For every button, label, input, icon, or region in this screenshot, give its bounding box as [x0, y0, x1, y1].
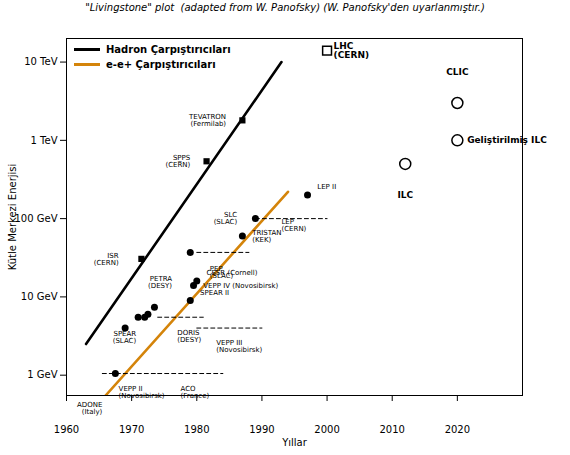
svg-text:1960: 1960 [54, 424, 79, 435]
svg-text:TEVATRON(Fermilab): TEVATRON(Fermilab) [188, 113, 226, 128]
svg-text:1 GeV: 1 GeV [27, 369, 57, 380]
svg-text:SPEAR(SLAC): SPEAR(SLAC) [113, 330, 137, 345]
svg-text:CESR (Cornell): CESR (Cornell) [207, 269, 258, 277]
svg-text:VEPP IV (Novosibirsk): VEPP IV (Novosibirsk) [203, 282, 278, 290]
svg-text:2020: 2020 [445, 424, 470, 435]
svg-text:VEPP III(Novosibirsk): VEPP III(Novosibirsk) [216, 339, 262, 354]
svg-text:SPEAR II: SPEAR II [200, 289, 229, 297]
svg-text:1990: 1990 [249, 424, 274, 435]
svg-text:1970: 1970 [119, 424, 144, 435]
svg-text:ISR(CERN): ISR(CERN) [94, 252, 119, 267]
svg-text:100 GeV: 100 GeV [14, 213, 57, 224]
svg-text:SP̲PS(CERN): SP̲PS(CERN) [165, 154, 190, 169]
svg-text:ILC: ILC [397, 190, 413, 200]
svg-text:1 TeV: 1 TeV [31, 135, 58, 146]
svg-text:ADONE(Italy): ADONE(Italy) [77, 401, 103, 416]
svg-text:2010: 2010 [379, 424, 404, 435]
svg-text:2000: 2000 [314, 424, 339, 435]
svg-text:PETRA(DESY): PETRA(DESY) [148, 275, 172, 290]
svg-text:Kütle Merkezi Enerjisi: Kütle Merkezi Enerjisi [7, 164, 18, 271]
svg-text:CLIC: CLIC [446, 67, 469, 77]
svg-text:Geliştirilmiş ILC: Geliştirilmiş ILC [467, 135, 547, 145]
svg-text:VEPP II(Novosibirsk): VEPP II(Novosibirsk) [119, 385, 165, 400]
svg-text:LEP(CERN): LEP(CERN) [281, 218, 306, 233]
svg-text:DORIS(DESY): DORIS(DESY) [177, 329, 201, 344]
svg-text:10 GeV: 10 GeV [21, 291, 58, 302]
svg-text:1980: 1980 [184, 424, 209, 435]
svg-text:Yıllar: Yıllar [281, 437, 308, 448]
svg-text:SLC(SLAC): SLC(SLAC) [214, 211, 238, 226]
svg-text:LEP II: LEP II [317, 183, 336, 191]
svg-text:10 TeV: 10 TeV [24, 56, 57, 67]
svg-text:ACO(France): ACO(France) [181, 385, 210, 400]
svg-text:TRISTAN(KEK): TRISTAN(KEK) [251, 229, 281, 244]
svg-text:LHC(CERN): LHC(CERN) [334, 41, 369, 60]
